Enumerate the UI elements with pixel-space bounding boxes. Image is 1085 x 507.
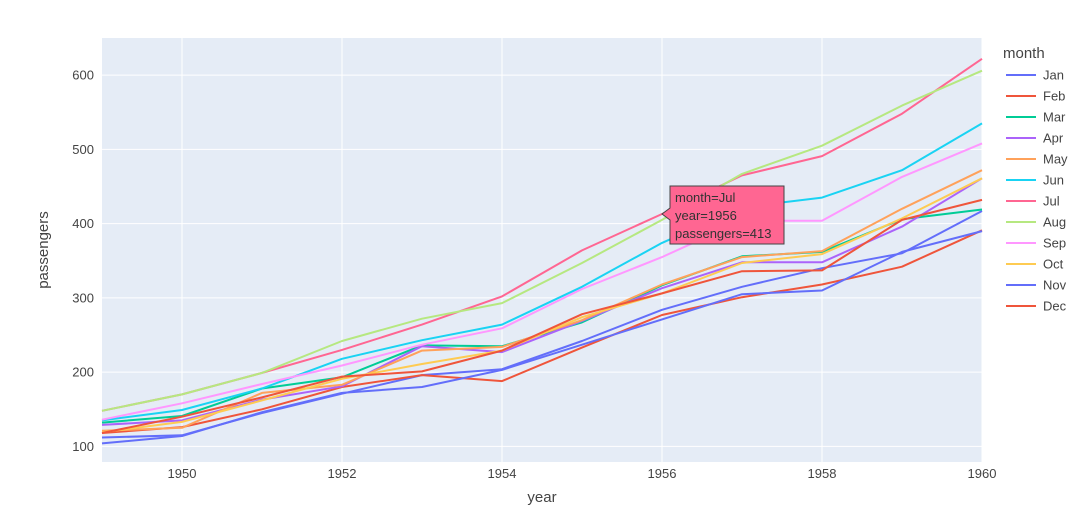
legend-label: Oct bbox=[1043, 257, 1064, 272]
hover-tooltip: month=Jul year=1956 passengers=413 bbox=[661, 185, 785, 245]
legend-item-sep[interactable]: Sep bbox=[1006, 236, 1066, 251]
series-line-sep[interactable] bbox=[101, 142, 983, 421]
series-line-dec[interactable] bbox=[101, 198, 983, 434]
legend-item-jul[interactable]: Jul bbox=[1006, 194, 1060, 209]
y-tick-label: 400 bbox=[72, 216, 94, 231]
legend-label: Jun bbox=[1043, 173, 1064, 188]
series-line-feb[interactable] bbox=[101, 229, 983, 434]
legend-label: Apr bbox=[1043, 131, 1064, 146]
legend-item-apr[interactable]: Apr bbox=[1006, 131, 1064, 146]
x-axis-title: year bbox=[527, 489, 556, 506]
series-line-jun[interactable] bbox=[101, 122, 983, 422]
y-tick-label: 200 bbox=[72, 365, 94, 380]
legend-label: Nov bbox=[1043, 278, 1067, 293]
x-tick-label: 1958 bbox=[808, 466, 837, 481]
legend[interactable]: month Jan Feb Mar Apr May Jun Jul Aug Sep Oct Nov D… bbox=[1003, 45, 1068, 314]
legend-label: May bbox=[1043, 152, 1068, 167]
y-tick-label: 100 bbox=[72, 439, 94, 454]
tooltip-line: year=1956 bbox=[675, 208, 737, 223]
x-tick-label: 1950 bbox=[168, 466, 197, 481]
x-tick-label: 1954 bbox=[488, 466, 517, 481]
legend-label: Dec bbox=[1043, 299, 1067, 314]
series-line-nov[interactable] bbox=[101, 230, 983, 445]
series-line-aug[interactable] bbox=[101, 69, 983, 412]
legend-item-jan[interactable]: Jan bbox=[1006, 68, 1064, 83]
legend-item-may[interactable]: May bbox=[1006, 152, 1068, 167]
legend-label: Sep bbox=[1043, 236, 1066, 251]
y-tick-label: 500 bbox=[72, 142, 94, 157]
tooltip-line: month=Jul bbox=[675, 190, 735, 205]
series-line-oct[interactable] bbox=[101, 177, 983, 434]
x-tick-label: 1956 bbox=[648, 466, 677, 481]
x-tick-label: 1960 bbox=[968, 466, 997, 481]
tooltip-box bbox=[661, 185, 785, 245]
legend-label: Jan bbox=[1043, 68, 1064, 83]
legend-title: month bbox=[1003, 45, 1045, 62]
legend-label: Jul bbox=[1043, 194, 1060, 209]
x-axis-ticks: 1950 1952 1954 1956 1958 1960 bbox=[168, 466, 997, 481]
legend-item-mar[interactable]: Mar bbox=[1006, 110, 1066, 125]
legend-item-dec[interactable]: Dec bbox=[1006, 299, 1067, 314]
tooltip-line: passengers=413 bbox=[675, 226, 772, 241]
legend-label: Aug bbox=[1043, 215, 1066, 230]
y-axis-title: passengers bbox=[35, 211, 52, 289]
legend-item-jun[interactable]: Jun bbox=[1006, 173, 1064, 188]
legend-item-feb[interactable]: Feb bbox=[1006, 89, 1065, 104]
legend-label: Feb bbox=[1043, 89, 1065, 104]
legend-item-aug[interactable]: Aug bbox=[1006, 215, 1066, 230]
y-tick-label: 300 bbox=[72, 290, 94, 305]
legend-item-oct[interactable]: Oct bbox=[1006, 257, 1064, 272]
legend-item-nov[interactable]: Nov bbox=[1006, 278, 1067, 293]
series-lines[interactable] bbox=[101, 57, 983, 445]
y-axis-ticks: 100 200 300 400 500 600 bbox=[72, 68, 94, 454]
x-tick-label: 1952 bbox=[328, 466, 357, 481]
y-tick-label: 600 bbox=[72, 68, 94, 83]
legend-label: Mar bbox=[1043, 110, 1066, 125]
